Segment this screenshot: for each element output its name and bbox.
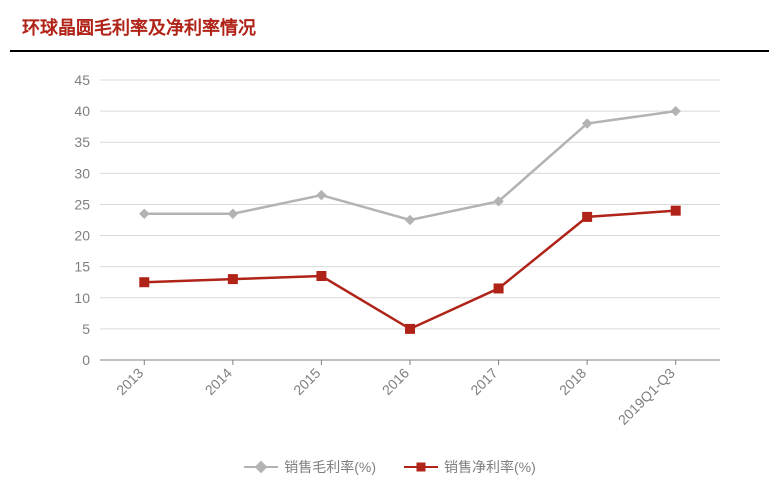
x-tick-label: 2014 xyxy=(202,365,235,398)
legend-swatch-line xyxy=(404,466,438,468)
title-underline xyxy=(10,50,769,52)
chart-title: 环球晶圆毛利率及净利率情况 xyxy=(0,0,779,44)
marker-square xyxy=(140,278,149,287)
x-tick-label: 2015 xyxy=(290,365,323,398)
marker-diamond xyxy=(228,209,237,218)
chart-container: 0 5 10 15 20 25 30 35 40 45 2013 2014 2015 2016 2017 20… xyxy=(40,70,740,470)
y-tick-label: 15 xyxy=(74,259,90,275)
y-tick-label: 35 xyxy=(74,134,90,150)
marker-square xyxy=(671,206,680,215)
series-line-0 xyxy=(144,111,675,220)
diamond-icon xyxy=(255,461,268,474)
legend-label: 销售毛利率(%) xyxy=(284,457,376,477)
y-tick-label: 30 xyxy=(74,165,90,181)
y-tick-label: 25 xyxy=(74,196,90,212)
x-tick-label: 2016 xyxy=(379,365,412,398)
marker-square xyxy=(317,272,326,281)
square-icon xyxy=(417,463,426,472)
legend-item-0: 销售毛利率(%) xyxy=(244,457,376,477)
y-tick-label: 0 xyxy=(82,352,90,368)
legend-label: 销售净利率(%) xyxy=(444,457,536,477)
y-tick-label: 5 xyxy=(82,321,90,337)
y-tick-label: 45 xyxy=(74,72,90,88)
marker-diamond xyxy=(406,216,415,225)
legend: 销售毛利率(%) 销售净利率(%) xyxy=(40,455,740,477)
x-tick-label: 2019Q1-Q3 xyxy=(615,365,678,428)
x-tick-label: 2017 xyxy=(467,365,500,398)
marker-square xyxy=(583,212,592,221)
y-tick-label: 10 xyxy=(74,290,90,306)
marker-diamond xyxy=(671,107,680,116)
marker-diamond xyxy=(140,209,149,218)
marker-diamond xyxy=(317,191,326,200)
legend-swatch-line xyxy=(244,466,278,468)
marker-square xyxy=(494,284,503,293)
x-tick-label: 2018 xyxy=(556,365,589,398)
legend-item-1: 销售净利率(%) xyxy=(404,457,536,477)
marker-square xyxy=(406,324,415,333)
series-line-1 xyxy=(144,211,675,329)
marker-square xyxy=(228,275,237,284)
y-tick-label: 40 xyxy=(74,103,90,119)
line-chart: 0 5 10 15 20 25 30 35 40 45 2013 2014 2015 2016 2017 20… xyxy=(40,70,740,430)
y-tick-label: 20 xyxy=(74,228,90,244)
x-tick-label: 2013 xyxy=(113,365,146,398)
